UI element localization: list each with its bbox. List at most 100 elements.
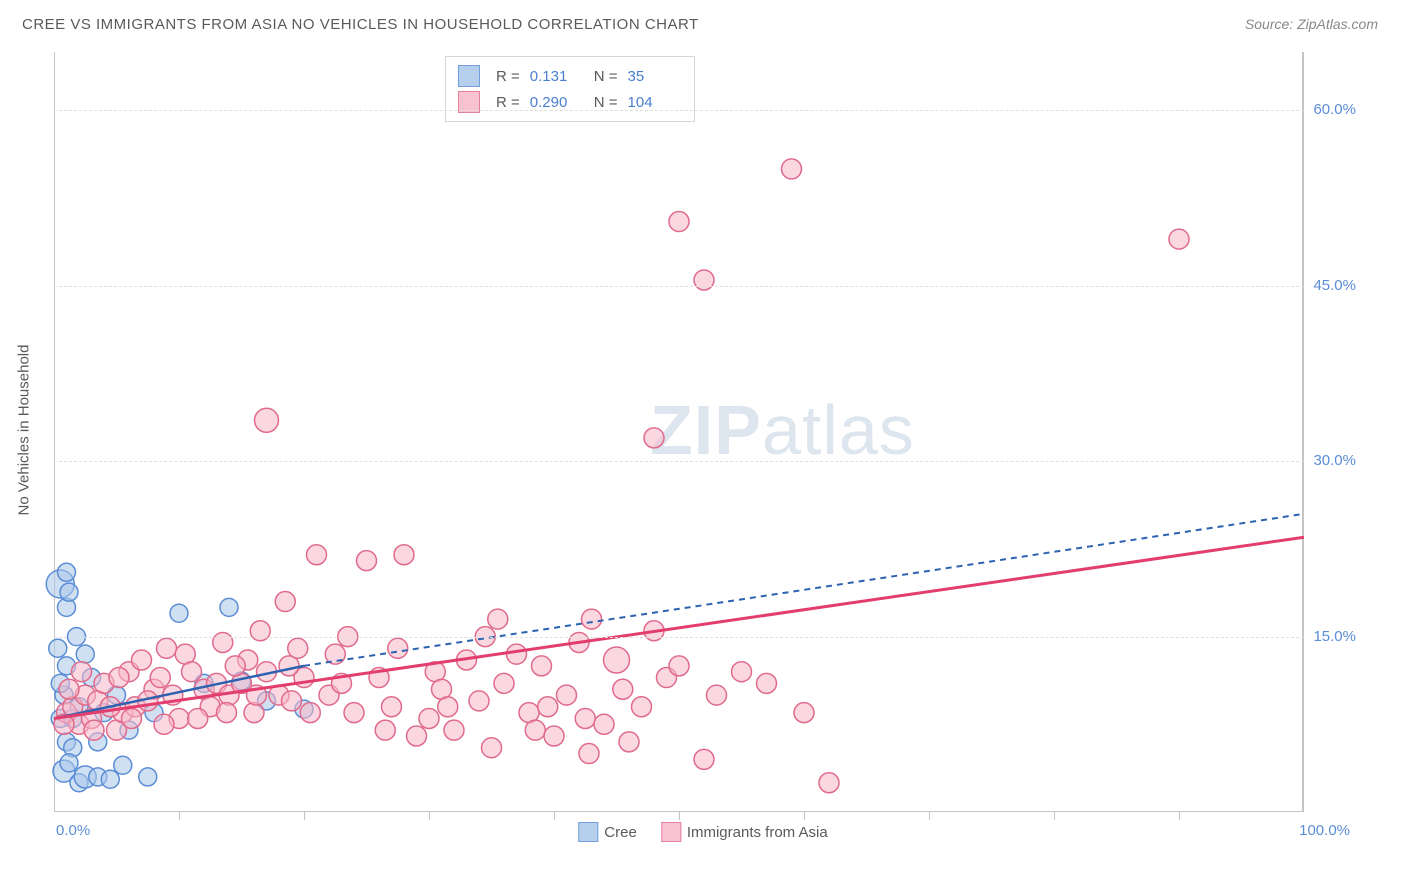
scatter-point (217, 703, 237, 723)
stats-r-label: R = (496, 68, 520, 85)
x-tick-mark (1179, 812, 1180, 820)
scatter-point (213, 632, 233, 652)
scatter-point (60, 583, 78, 601)
stats-row-cree: R = 0.131 N = 35 (458, 63, 682, 89)
scatter-point (59, 679, 79, 699)
legend-label-cree: Cree (604, 824, 637, 841)
stats-r-asia: 0.290 (530, 94, 584, 111)
scatter-point (707, 685, 727, 705)
legend-label-asia: Immigrants from Asia (687, 824, 828, 841)
scatter-point (382, 697, 402, 717)
scatter-point (488, 609, 508, 629)
scatter-point (794, 703, 814, 723)
scatter-point (579, 744, 599, 764)
scatter-point (109, 668, 129, 688)
stats-n-label2: N = (594, 94, 618, 111)
scatter-point (538, 697, 558, 717)
x-axis-min-label: 0.0% (56, 822, 90, 839)
scatter-point (375, 720, 395, 740)
x-tick-mark (179, 812, 180, 820)
stats-r-label2: R = (496, 94, 520, 111)
scatter-point (782, 159, 802, 179)
scatter-point (407, 726, 427, 746)
scatter-point (494, 673, 514, 693)
scatter-point (154, 714, 174, 734)
stats-n-cree: 35 (628, 68, 682, 85)
scatter-point (244, 703, 264, 723)
scatter-point (58, 563, 76, 581)
scatter-point (84, 720, 104, 740)
scatter-point (76, 645, 94, 663)
gridline-h (54, 461, 1304, 462)
x-tick-mark (679, 812, 680, 820)
scatter-point (275, 592, 295, 612)
legend-swatch-cree (578, 822, 598, 842)
scatter-point (544, 726, 564, 746)
chart-container: { "title": "CREE VS IMMIGRANTS FROM ASIA… (0, 0, 1406, 892)
scatter-point (469, 691, 489, 711)
y-tick-label: 30.0% (1313, 452, 1356, 469)
scatter-point (282, 691, 302, 711)
swatch-cree (458, 65, 480, 87)
scatter-point (60, 754, 78, 772)
y-axis-label: No Vehicles in Household (16, 345, 33, 516)
stats-r-cree: 0.131 (530, 68, 584, 85)
bottom-legend: Cree Immigrants from Asia (578, 822, 827, 842)
gridline-h (54, 286, 1304, 287)
plot-svg (54, 52, 1304, 812)
scatter-point (288, 638, 308, 658)
y-tick-label: 45.0% (1313, 277, 1356, 294)
legend-item-cree: Cree (578, 822, 637, 842)
x-tick-mark (554, 812, 555, 820)
stats-legend-box: R = 0.131 N = 35 R = 0.290 N = 104 (445, 56, 695, 122)
scatter-point (344, 703, 364, 723)
y-tick-label: 60.0% (1313, 101, 1356, 118)
scatter-point (72, 662, 92, 682)
chart-title: CREE VS IMMIGRANTS FROM ASIA NO VEHICLES… (22, 16, 699, 33)
scatter-point (122, 708, 142, 728)
x-tick-mark (804, 812, 805, 820)
scatter-point (525, 720, 545, 740)
scatter-point (225, 656, 245, 676)
gridline-h (54, 110, 1304, 111)
scatter-point (170, 604, 188, 622)
scatter-point (482, 738, 502, 758)
x-axis-max-label: 100.0% (1299, 822, 1350, 839)
regression-line-extrapolated (304, 514, 1304, 666)
x-tick-mark (304, 812, 305, 820)
scatter-point (694, 749, 714, 769)
scatter-point (644, 428, 664, 448)
scatter-point (150, 668, 170, 688)
scatter-point (139, 768, 157, 786)
scatter-point (669, 656, 689, 676)
scatter-point (438, 697, 458, 717)
scatter-point (575, 708, 595, 728)
scatter-point (757, 673, 777, 693)
scatter-point (444, 720, 464, 740)
scatter-point (669, 212, 689, 232)
x-tick-mark (1054, 812, 1055, 820)
scatter-point (613, 679, 633, 699)
scatter-point (132, 650, 152, 670)
regression-line (54, 537, 1304, 718)
legend-swatch-asia (661, 822, 681, 842)
scatter-point (255, 408, 279, 432)
scatter-point (1169, 229, 1189, 249)
scatter-point (157, 638, 177, 658)
scatter-point (632, 697, 652, 717)
scatter-point (507, 644, 527, 664)
scatter-point (188, 708, 208, 728)
scatter-point (732, 662, 752, 682)
scatter-point (101, 770, 119, 788)
x-tick-mark (929, 812, 930, 820)
scatter-point (819, 773, 839, 793)
scatter-point (419, 708, 439, 728)
scatter-point (182, 662, 202, 682)
scatter-point (604, 647, 630, 673)
stats-n-asia: 104 (628, 94, 682, 111)
scatter-point (582, 609, 602, 629)
scatter-point (114, 756, 132, 774)
scatter-point (557, 685, 577, 705)
scatter-point (619, 732, 639, 752)
scatter-point (49, 639, 67, 657)
